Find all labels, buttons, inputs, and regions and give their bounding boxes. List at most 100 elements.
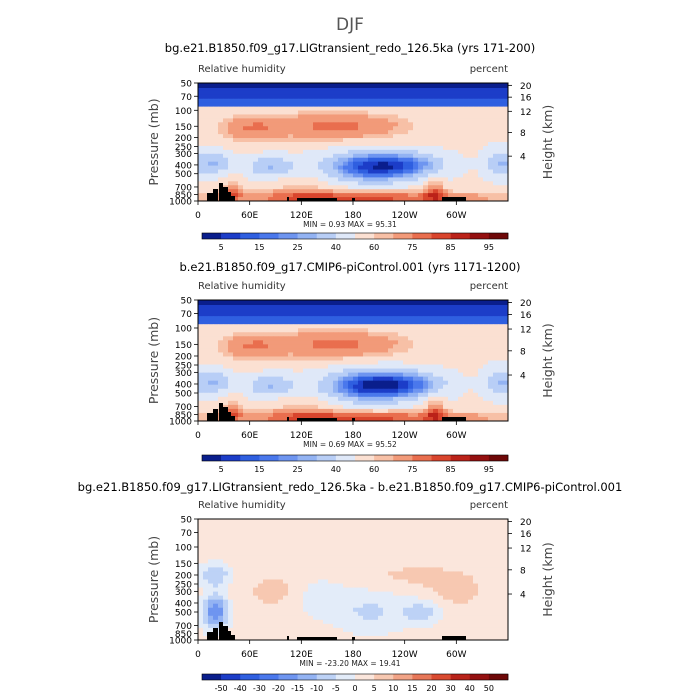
- field-cell: [433, 559, 439, 564]
- field-cell: [218, 130, 224, 135]
- field-cell: [268, 138, 274, 143]
- field-cell: [278, 304, 284, 309]
- field-cell: [238, 312, 244, 317]
- field-cell: [478, 308, 484, 313]
- field-cell: [243, 547, 249, 552]
- field-cell: [198, 157, 204, 163]
- field-cell: [333, 157, 339, 163]
- field-cell: [273, 527, 279, 532]
- field-cell: [448, 388, 454, 394]
- field-cell: [423, 348, 429, 353]
- field-cell: [403, 551, 409, 556]
- field-cell: [353, 527, 359, 532]
- field-cell: [213, 185, 219, 190]
- field-cell: [328, 138, 334, 143]
- field-cell: [203, 161, 209, 166]
- field-cell: [333, 575, 339, 580]
- field-cell: [268, 364, 274, 369]
- field-cell: [468, 332, 474, 337]
- field-cell: [503, 547, 509, 552]
- field-cell: [353, 320, 359, 325]
- field-cell: [208, 579, 214, 584]
- field-cell: [363, 575, 369, 580]
- field-cell: [423, 312, 429, 317]
- field-cell: [348, 547, 354, 552]
- field-cell: [263, 153, 269, 159]
- field-cell: [333, 352, 339, 357]
- field-cell: [468, 145, 474, 151]
- field-cell: [323, 579, 329, 584]
- field-cell: [238, 416, 244, 422]
- field-cell: [273, 193, 279, 198]
- field-cell: [243, 527, 249, 532]
- field-cell: [443, 575, 449, 580]
- field-cell: [253, 523, 259, 528]
- field-cell: [498, 134, 504, 139]
- field-cell: [283, 90, 289, 96]
- field-cell: [363, 328, 369, 333]
- field-cell: [318, 340, 324, 345]
- field-cell: [348, 559, 354, 564]
- field-cell: [333, 173, 339, 178]
- field-cell: [493, 384, 499, 390]
- field-cell: [213, 364, 219, 369]
- field-cell: [313, 400, 319, 406]
- field-cell: [448, 344, 454, 349]
- field-cell: [323, 523, 329, 528]
- field-cell: [203, 583, 209, 588]
- field-cell: [278, 197, 284, 202]
- field-cell: [268, 408, 274, 414]
- field-cell: [473, 98, 479, 104]
- field-cell: [323, 118, 329, 123]
- field-cell: [248, 416, 254, 422]
- field-cell: [388, 344, 394, 349]
- field-cell: [283, 368, 289, 373]
- field-cell: [218, 539, 224, 544]
- field-cell: [468, 539, 474, 544]
- field-cell: [278, 312, 284, 317]
- field-cell: [438, 189, 444, 194]
- field-cell: [378, 575, 384, 580]
- field-cell: [353, 110, 359, 115]
- field-cell: [378, 336, 384, 341]
- field-cell: [203, 86, 209, 92]
- field-cell: [378, 400, 384, 406]
- field-cell: [478, 555, 484, 560]
- field-cell: [323, 110, 329, 115]
- field-cell: [503, 348, 509, 353]
- field-cell: [473, 535, 479, 540]
- field-cell: [348, 161, 354, 166]
- field-cell: [338, 583, 344, 588]
- field-cell: [488, 531, 494, 536]
- field-cell: [503, 122, 509, 127]
- field-cell: [448, 118, 454, 123]
- field-cell: [358, 583, 364, 588]
- field-cell: [503, 332, 509, 337]
- field-cell: [403, 535, 409, 540]
- field-cell: [318, 384, 324, 390]
- field-cell: [368, 153, 374, 159]
- field-cell: [208, 527, 214, 532]
- field-cell: [288, 94, 294, 100]
- field-cell: [418, 102, 424, 107]
- field-cell: [208, 181, 214, 186]
- field-cell: [438, 531, 444, 536]
- field-cell: [443, 126, 449, 131]
- field-cell: [458, 372, 464, 378]
- field-cell: [378, 308, 384, 313]
- field-cell: [343, 408, 349, 414]
- field-cell: [228, 352, 234, 357]
- field-cell: [428, 106, 434, 111]
- field-cell: [243, 523, 249, 528]
- field-cell: [318, 114, 324, 119]
- field-cell: [353, 392, 359, 398]
- field-cell: [323, 173, 329, 178]
- field-cell: [498, 157, 504, 163]
- field-cell: [203, 134, 209, 139]
- field-cell: [303, 567, 309, 572]
- field-cell: [278, 356, 284, 361]
- field-cell: [388, 559, 394, 564]
- field-cell: [253, 352, 259, 357]
- colorbar-label: 95: [484, 243, 494, 252]
- field-cell: [308, 324, 314, 329]
